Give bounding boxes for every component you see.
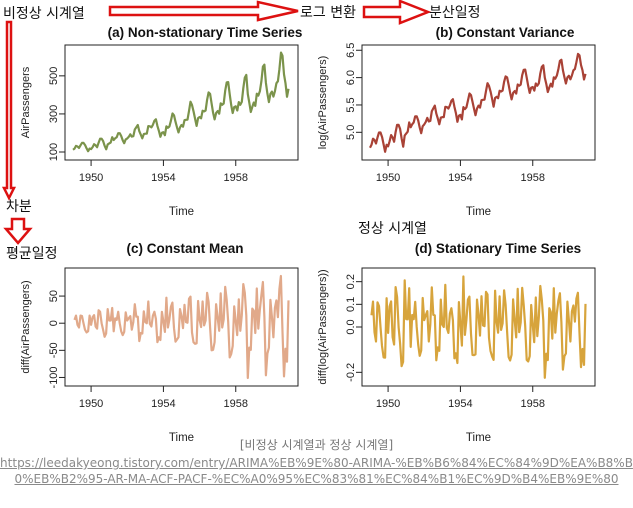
x-tick-label: 1958 <box>521 398 545 410</box>
chart-panel-3: (c) Constant Mean 1950 1954 1958 -100 -50 0 50 T… <box>20 241 299 444</box>
arrow-to-constant-mean <box>3 217 33 245</box>
y-tick-label: 5.5 <box>345 97 357 112</box>
series-line <box>370 275 587 379</box>
chart-title: (c) Constant Mean <box>126 241 243 256</box>
y-tick-label: 6.5 <box>345 43 357 58</box>
y-axis-label: diff(AirPassengers) <box>20 280 32 373</box>
x-axis-label: Time <box>466 432 491 444</box>
y-axis-label: diff(log(AirPassengers)) <box>317 269 329 384</box>
x-tick-label: 1958 <box>224 172 248 184</box>
plot-frame <box>361 44 596 161</box>
y-tick-label: 0 <box>48 320 60 326</box>
arrow-to-log-transform <box>108 0 299 22</box>
y-tick-label: 6.0 <box>345 70 357 85</box>
chart-title: (a) Non-stationary Time Series <box>108 25 303 40</box>
series-line <box>72 51 290 153</box>
chart-panel-1: (a) Non-stationary Time Series 1950 1954 19… <box>20 25 302 218</box>
annotation-log-transform: 로그 변환 <box>300 5 356 21</box>
annotation-arrows <box>1 0 432 245</box>
x-axis-label: Time <box>169 432 194 444</box>
y-tick-label: 0.1 <box>345 297 357 312</box>
chart-panel-2: (b) Constant Variance 1950 1954 1958 5.0 5.5 6… <box>317 25 596 218</box>
annotation-nonstationary: 비정상 시계열 <box>3 6 85 22</box>
arrow-to-differencing <box>1 20 17 201</box>
x-tick-label: 1950 <box>79 172 103 184</box>
plot-frame <box>64 267 299 387</box>
y-axis-label: log(AirPassengers) <box>317 56 329 150</box>
y-tick-label: -0.2 <box>345 363 357 382</box>
caption-link[interactable]: https://leedakyeong.tistory.com/entry/AR… <box>0 456 633 486</box>
chart-panel-4: (d) Stationary Time Series 1950 1954 1958 -0… <box>317 241 596 444</box>
x-axis-label: Time <box>466 206 491 218</box>
x-tick-label: 1954 <box>448 172 472 184</box>
y-tick-label: 300 <box>48 105 60 123</box>
annotation-constant-variance: 분산일정 <box>429 5 481 21</box>
y-tick-label: 100 <box>48 143 60 161</box>
x-tick-label: 1954 <box>151 398 175 410</box>
x-tick-label: 1950 <box>79 398 103 410</box>
x-tick-label: 1954 <box>151 172 175 184</box>
x-axis-label: Time <box>169 206 194 218</box>
y-tick-label: 0.2 <box>345 274 357 289</box>
y-tick-label: 500 <box>48 67 60 85</box>
series-line <box>73 274 290 380</box>
series-line <box>369 52 587 153</box>
annotation-stationary: 정상 시계열 <box>358 221 427 237</box>
x-tick-label: 1954 <box>448 398 472 410</box>
x-tick-label: 1950 <box>376 172 400 184</box>
y-tick-label: 5.0 <box>345 125 357 140</box>
y-tick-label: -50 <box>48 342 60 358</box>
x-tick-label: 1958 <box>521 172 545 184</box>
y-tick-label: -100 <box>48 366 60 388</box>
x-tick-label: 1950 <box>376 398 400 410</box>
chart-title: (d) Stationary Time Series <box>415 241 581 256</box>
chart-title: (b) Constant Variance <box>436 25 575 40</box>
x-tick-label: 1958 <box>224 398 248 410</box>
y-axis-label: AirPassengers <box>20 66 32 138</box>
figure-caption: [비정상 시계열과 정상 시계열] <box>239 438 394 452</box>
annotation-differencing: 차분 <box>6 199 32 215</box>
annotation-constant-mean: 평균일정 <box>6 246 58 262</box>
plot-frame <box>64 44 299 161</box>
arrow-to-constant-variance <box>362 0 432 25</box>
y-tick-label: 0.0 <box>345 319 357 334</box>
chart-panels: (a) Non-stationary Time Series 1950 1954 19… <box>20 25 596 444</box>
y-tick-label: 50 <box>48 290 60 302</box>
